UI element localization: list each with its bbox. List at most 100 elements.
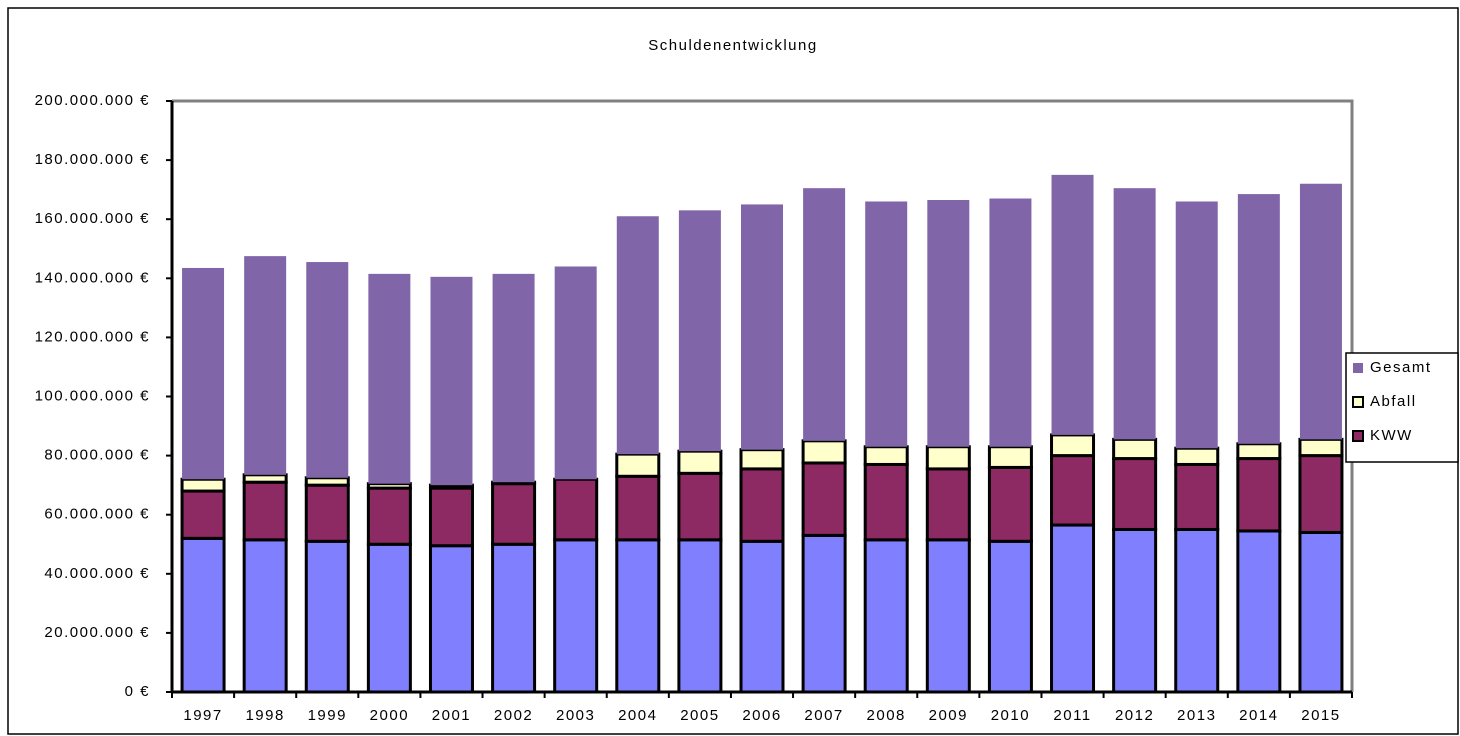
y-tick-label: 0 €: [125, 683, 150, 700]
y-tick-label: 180.000.000 €: [35, 151, 150, 168]
bar-segment: [925, 538, 971, 694]
chart-title: Schuldenentwicklung: [648, 37, 817, 54]
bar-segment: [304, 476, 350, 487]
legend-swatch: [1353, 363, 1363, 373]
bar-segment: [616, 216, 659, 455]
bar-segment: [554, 266, 597, 480]
bar-segment: [863, 462, 909, 542]
bar-segment: [1112, 527, 1158, 694]
legend-label: Gesamt: [1370, 359, 1432, 376]
bar-segment: [865, 201, 908, 447]
bar-segment: [491, 482, 537, 546]
bar-segment: [1050, 433, 1096, 458]
bar-segment: [306, 262, 349, 478]
y-tick-label: 40.000.000 €: [44, 565, 150, 582]
x-tick-label: 1999: [308, 707, 347, 724]
bar-segment: [615, 452, 661, 478]
bar-segment: [1299, 183, 1342, 440]
x-tick-label: 2008: [867, 707, 906, 724]
y-tick-label: 100.000.000 €: [35, 387, 150, 404]
bar-segment: [741, 204, 783, 450]
bar-segment: [987, 539, 1033, 694]
bar-segment: [1050, 454, 1096, 527]
bar-segment: [1236, 442, 1282, 461]
bar-segment: [368, 273, 411, 484]
y-tick-label: 120.000.000 €: [35, 328, 150, 345]
x-tick-label: 2014: [1239, 707, 1278, 724]
bar-segment: [925, 467, 971, 542]
bar-segment: [242, 480, 288, 542]
bar-segment: [739, 467, 785, 543]
bar-segment: [180, 536, 226, 694]
bar-segment: [615, 538, 661, 694]
x-tick-label: 1998: [245, 707, 284, 724]
bar-segment: [1298, 530, 1344, 694]
x-tick-label: 2013: [1177, 707, 1216, 724]
x-tick-label: 2012: [1115, 707, 1154, 724]
x-tick-label: 2009: [929, 707, 968, 724]
bar-segment: [1175, 201, 1218, 449]
bar-segment: [366, 486, 412, 546]
bar-segment: [801, 533, 847, 694]
bar-segment: [492, 273, 535, 483]
x-tick-label: 2002: [494, 707, 533, 724]
x-tick-label: 2011: [1053, 707, 1091, 724]
bar-segment: [553, 538, 599, 694]
bar-segment: [925, 445, 971, 471]
bar-segment: [927, 199, 970, 447]
y-tick-label: 200.000.000 €: [35, 92, 150, 109]
x-tick-label: 1997: [183, 707, 222, 724]
bar-segment: [553, 477, 599, 542]
x-tick-label: 2000: [370, 707, 409, 724]
x-tick-label: 2005: [680, 707, 719, 724]
bar-segment: [801, 439, 847, 465]
bar-segment: [304, 539, 350, 694]
bar-segment: [677, 471, 723, 542]
bar-segment: [987, 465, 1033, 543]
bar-segment: [491, 480, 537, 486]
bar-segment: [180, 477, 226, 493]
bar-segment: [863, 445, 909, 466]
x-tick-label: 2004: [618, 707, 657, 724]
bar-segment: [615, 474, 661, 542]
bar-segment: [1112, 457, 1158, 531]
y-tick-label: 160.000.000 €: [35, 210, 150, 227]
x-tick-label: 2003: [556, 707, 595, 724]
bar-segment: [803, 188, 846, 441]
bar-segment: [677, 449, 723, 475]
bar-segment: [428, 486, 474, 548]
bar-segment: [182, 267, 225, 480]
bar-segment: [242, 538, 288, 694]
legend-box: [1345, 352, 1459, 463]
legend-label: Abfall: [1370, 393, 1417, 410]
legend-label: KWW: [1370, 427, 1413, 444]
bar-segment: [242, 473, 288, 484]
bar-segment: [677, 538, 723, 694]
bar-segment: [987, 445, 1033, 469]
bar-segment: [1112, 437, 1158, 461]
bar-segment: [739, 448, 785, 471]
y-tick-label: 60.000.000 €: [44, 506, 150, 523]
bar-segment: [428, 483, 474, 490]
bar-segment: [1298, 454, 1344, 534]
legend-swatch: [1352, 396, 1364, 408]
x-tick-label: 2006: [742, 707, 781, 724]
bar-segment: [739, 539, 785, 694]
bar-segment: [863, 538, 909, 694]
bar-segment: [678, 210, 721, 452]
bar-segment: [1174, 527, 1220, 694]
bar-segment: [1237, 194, 1280, 444]
bar-segment: [244, 256, 287, 475]
bar-segment: [430, 276, 473, 486]
bar-segment: [1050, 523, 1096, 694]
plot-border: [172, 99, 1354, 692]
bar-segment: [1051, 174, 1094, 435]
x-tick-label: 2010: [991, 707, 1030, 724]
bar-segment: [366, 482, 412, 490]
legend-swatch: [1352, 430, 1364, 442]
x-tick-label: 2015: [1301, 707, 1340, 724]
bar-segment: [989, 198, 1032, 447]
y-tick-label: 140.000.000 €: [35, 269, 150, 286]
bar-segment: [1236, 457, 1282, 533]
